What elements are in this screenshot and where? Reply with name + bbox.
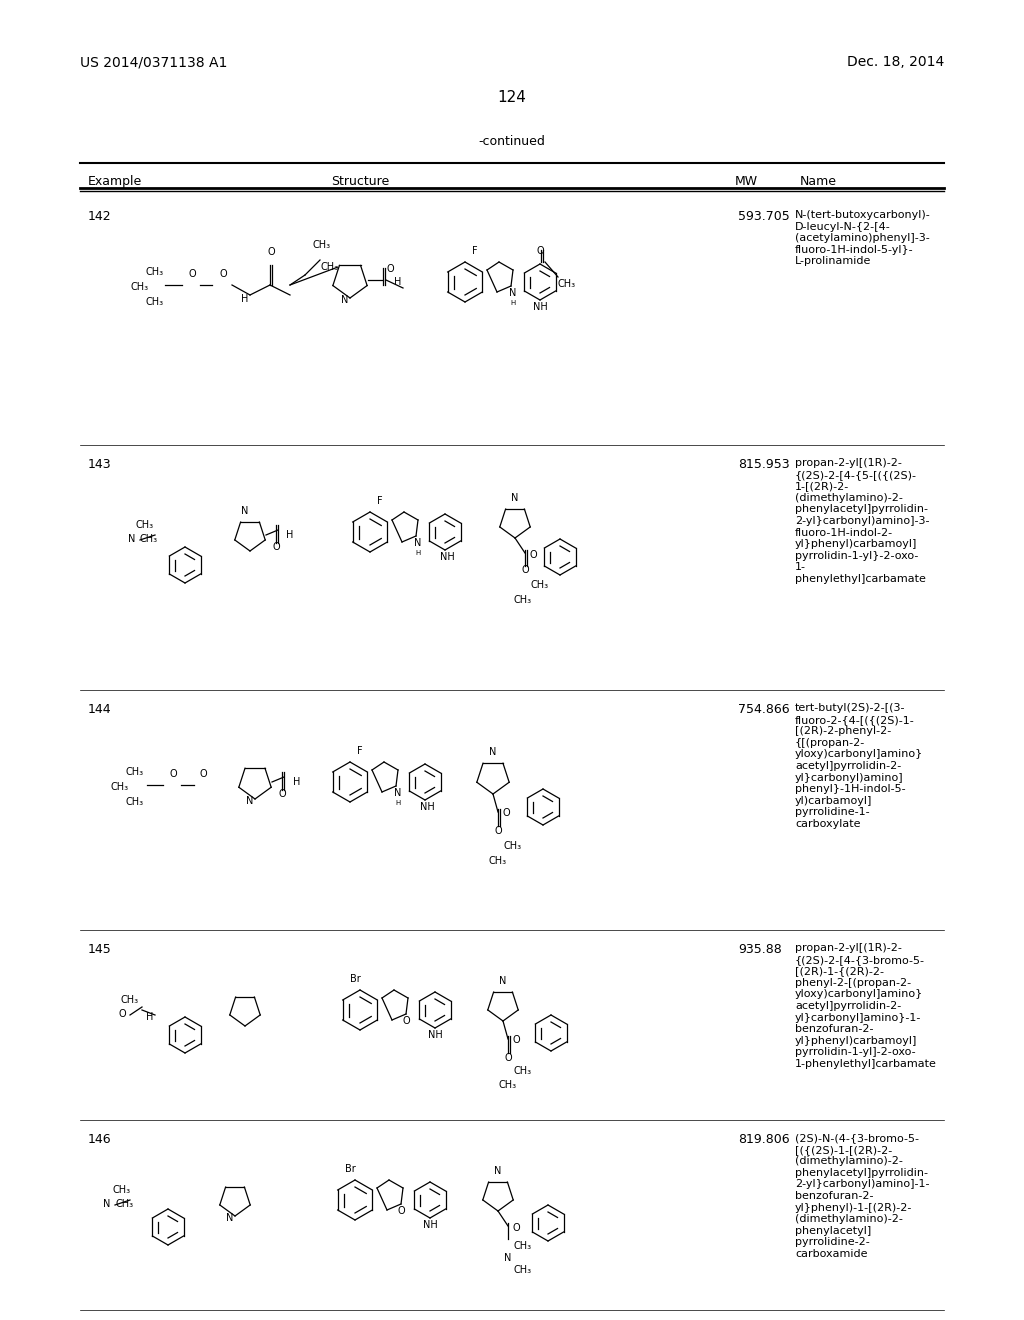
Text: O: O (529, 550, 537, 560)
Text: 754.866: 754.866 (738, 704, 790, 715)
Text: O: O (512, 1035, 520, 1045)
Text: O: O (512, 1224, 520, 1233)
Text: CH₃: CH₃ (514, 595, 532, 605)
Text: CH₃: CH₃ (499, 1080, 517, 1090)
Text: CH₃: CH₃ (514, 1067, 532, 1076)
Text: N: N (495, 1166, 502, 1176)
Text: N: N (511, 492, 519, 503)
Text: 142: 142 (88, 210, 112, 223)
Text: CH₃: CH₃ (131, 282, 150, 292)
Text: O: O (537, 246, 544, 256)
Text: N: N (415, 539, 422, 548)
Text: O: O (169, 770, 177, 779)
Text: Example: Example (88, 176, 142, 187)
Text: O: O (188, 269, 196, 279)
Text: CH₃: CH₃ (136, 520, 154, 531)
Text: (2S)-N-(4-{3-bromo-5-
[({(2S)-1-[(2R)-2-
(dimethylamino)-2-
phenylacetyl]pyrroli: (2S)-N-(4-{3-bromo-5- [({(2S)-1-[(2R)-2-… (795, 1133, 930, 1259)
Text: propan-2-yl[(1R)-2-
{(2S)-2-[4-{5-[({(2S)-
1-[(2R)-2-
(dimethylamino)-2-
phenyla: propan-2-yl[(1R)-2- {(2S)-2-[4-{5-[({(2S… (795, 458, 930, 583)
Text: NH: NH (439, 552, 455, 562)
Text: tert-butyl(2S)-2-[(3-
fluoro-2-{4-[({(2S)-1-
[(2R)-2-phenyl-2-
{[(propan-2-
ylox: tert-butyl(2S)-2-[(3- fluoro-2-{4-[({(2S… (795, 704, 924, 829)
Text: 144: 144 (88, 704, 112, 715)
Text: NH: NH (428, 1030, 442, 1040)
Text: N: N (504, 1253, 512, 1263)
Text: O: O (279, 789, 286, 799)
Text: NH: NH (423, 1220, 437, 1230)
Text: N: N (341, 294, 349, 305)
Text: F: F (377, 496, 383, 506)
Text: N: N (509, 288, 517, 298)
Text: O: O (386, 264, 394, 275)
Text: CH₃: CH₃ (321, 261, 339, 272)
Text: 146: 146 (88, 1133, 112, 1146)
Text: N: N (103, 1199, 111, 1209)
Text: Structure: Structure (331, 176, 389, 187)
Text: O: O (521, 565, 528, 576)
Text: O: O (267, 247, 274, 257)
Text: O: O (397, 1206, 404, 1216)
Text: Br: Br (345, 1164, 355, 1173)
Text: Name: Name (800, 176, 837, 187)
Text: US 2014/0371138 A1: US 2014/0371138 A1 (80, 55, 227, 69)
Text: CH₃: CH₃ (126, 767, 144, 777)
Text: CH₃: CH₃ (113, 1185, 131, 1195)
Text: F: F (472, 246, 478, 256)
Text: N: N (247, 796, 254, 807)
Text: CH₃: CH₃ (126, 797, 144, 807)
Text: 145: 145 (88, 942, 112, 956)
Text: CH₃: CH₃ (514, 1265, 532, 1275)
Text: -continued: -continued (478, 135, 546, 148)
Text: MW: MW (735, 176, 758, 187)
Text: O: O (272, 543, 280, 552)
Text: O: O (495, 826, 502, 836)
Text: H: H (293, 777, 301, 787)
Text: N-(tert-butoxycarbonyl)-
D-leucyl-N-{2-[4-
(acetylamino)phenyl]-3-
fluoro-1H-ind: N-(tert-butoxycarbonyl)- D-leucyl-N-{2-[… (795, 210, 931, 267)
Text: CH₃: CH₃ (558, 279, 577, 289)
Text: CH₃: CH₃ (313, 240, 331, 249)
Text: Dec. 18, 2014: Dec. 18, 2014 (847, 55, 944, 69)
Text: 143: 143 (88, 458, 112, 471)
Text: O: O (200, 770, 207, 779)
Text: H: H (287, 531, 294, 540)
Text: CH₃: CH₃ (146, 297, 164, 308)
Text: N: N (226, 1213, 233, 1224)
Text: CH₃: CH₃ (488, 855, 507, 866)
Text: H: H (416, 550, 421, 556)
Text: propan-2-yl[(1R)-2-
{(2S)-2-[4-{3-bromo-5-
[(2R)-1-{(2R)-2-
phenyl-2-[(propan-2-: propan-2-yl[(1R)-2- {(2S)-2-[4-{3-bromo-… (795, 942, 937, 1069)
Text: NH: NH (420, 803, 434, 812)
Text: NH: NH (532, 302, 548, 312)
Text: N: N (489, 747, 497, 756)
Text: 815.953: 815.953 (738, 458, 790, 471)
Text: N: N (242, 506, 249, 516)
Text: O: O (118, 1008, 126, 1019)
Text: F: F (357, 746, 362, 756)
Text: H: H (146, 1012, 154, 1022)
Text: H: H (510, 300, 516, 306)
Text: Br: Br (349, 974, 360, 983)
Text: N: N (500, 975, 507, 986)
Text: CH₃: CH₃ (514, 1241, 532, 1251)
Text: O: O (219, 269, 226, 279)
Text: 819.806: 819.806 (738, 1133, 790, 1146)
Text: N: N (128, 535, 136, 544)
Text: CH₃: CH₃ (146, 267, 164, 277)
Text: H: H (394, 277, 401, 286)
Text: O: O (502, 808, 510, 818)
Text: H: H (242, 294, 249, 304)
Text: 124: 124 (498, 90, 526, 106)
Text: CH₃: CH₃ (530, 579, 549, 590)
Text: 593.705: 593.705 (738, 210, 790, 223)
Text: 935.88: 935.88 (738, 942, 781, 956)
Text: O: O (402, 1016, 410, 1026)
Text: CH₃: CH₃ (111, 781, 129, 792)
Text: CH₃: CH₃ (504, 841, 522, 851)
Text: CH₃: CH₃ (115, 1199, 133, 1209)
Text: CH₃: CH₃ (121, 995, 139, 1005)
Text: O: O (504, 1053, 512, 1063)
Text: CH₃: CH₃ (140, 535, 158, 544)
Text: N: N (394, 788, 401, 799)
Text: H: H (395, 800, 400, 807)
